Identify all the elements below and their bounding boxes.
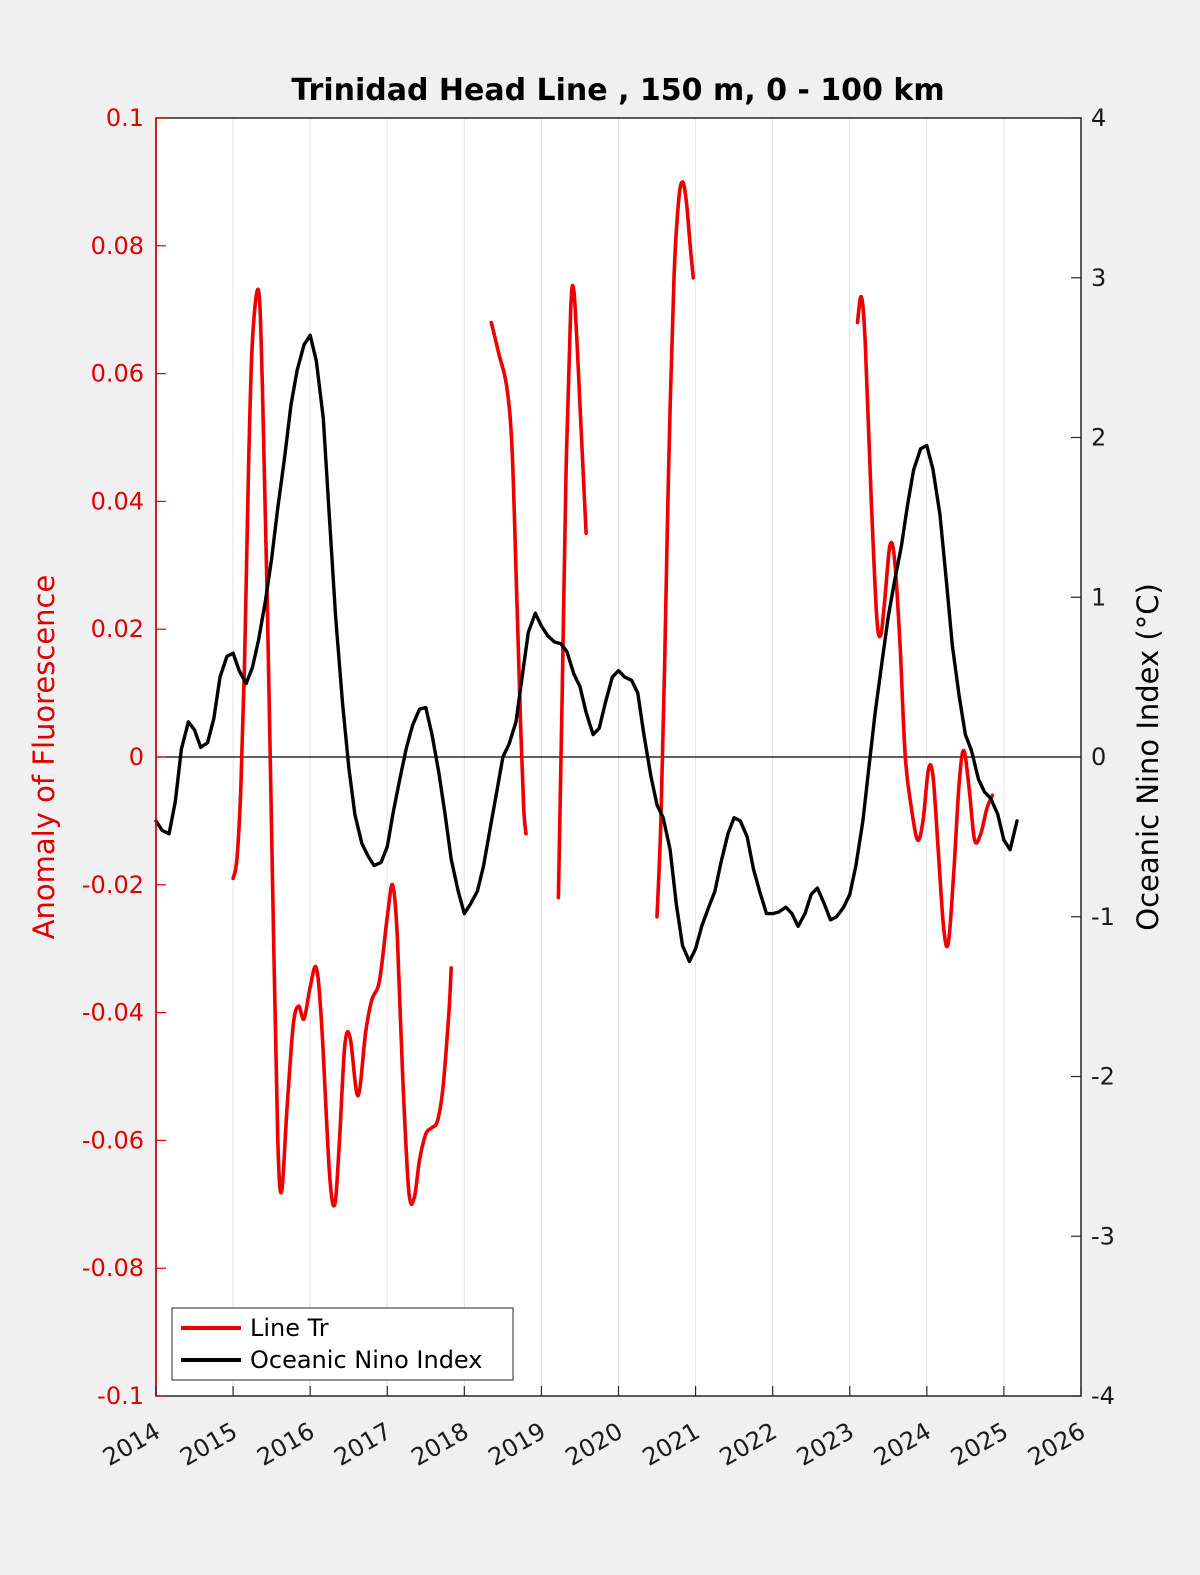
y-axis-left-label: Anomaly of Fluorescence — [27, 575, 61, 940]
y-right-tick-label: -2 — [1091, 1063, 1115, 1091]
line-tr-segment-5 — [855, 295, 995, 949]
y-left-tick-label: 0.08 — [91, 232, 144, 260]
left-axis-ticks: 0.1 0.08 0.06 0.04 0.02 0 -0.02 -0.04 -0.06 -0.08… — [82, 104, 166, 1410]
y-left-tick-label: -0.06 — [82, 1126, 144, 1154]
y-left-tick-label: 0.02 — [91, 615, 144, 643]
y-right-tick-label: -1 — [1091, 903, 1115, 931]
y-right-tick-label: 1 — [1091, 583, 1106, 611]
series-oceanic-nino-index — [154, 333, 1019, 964]
y-left-tick-label: -0.1 — [97, 1382, 144, 1410]
series-line-tr — [231, 180, 995, 1208]
y-right-tick-label: -4 — [1091, 1382, 1115, 1410]
line-tr-segment-1 — [231, 287, 453, 1208]
y-left-tick-label: 0.04 — [91, 487, 144, 515]
y-left-tick-label: 0.1 — [106, 104, 144, 132]
y-left-tick-label: 0.06 — [91, 360, 144, 388]
legend-box — [171, 1307, 514, 1381]
right-axis-ticks: 4 3 2 1 0 -1 -2 -3 -4 — [1071, 104, 1115, 1410]
y-axis-right-label: Oceanic Nino Index (°C) — [1131, 583, 1165, 931]
y-left-tick-label: -0.02 — [82, 871, 144, 899]
y-right-tick-label: 3 — [1091, 264, 1106, 292]
line-tr-segment-4 — [655, 180, 696, 919]
y-left-tick-label: -0.04 — [82, 999, 144, 1027]
line-tr-segment-3 — [556, 283, 588, 900]
line-tr-segment-2 — [489, 320, 528, 836]
legend-label-line-tr: Line Tr — [250, 1314, 329, 1342]
y-right-tick-label: -3 — [1091, 1222, 1115, 1250]
y-left-tick-label: -0.08 — [82, 1254, 144, 1282]
chart-title: Trinidad Head Line , 150 m, 0 - 100 km — [291, 73, 944, 108]
oni-line — [154, 333, 1019, 964]
y-right-tick-label: 0 — [1091, 743, 1106, 771]
y-right-tick-label: 4 — [1091, 104, 1106, 132]
legend-label-oni: Oceanic Nino Index — [250, 1346, 482, 1374]
y-right-tick-label: 2 — [1091, 424, 1106, 452]
y-left-tick-label: 0 — [129, 743, 144, 771]
legend: Line Tr Oceanic Nino Index — [171, 1307, 514, 1381]
